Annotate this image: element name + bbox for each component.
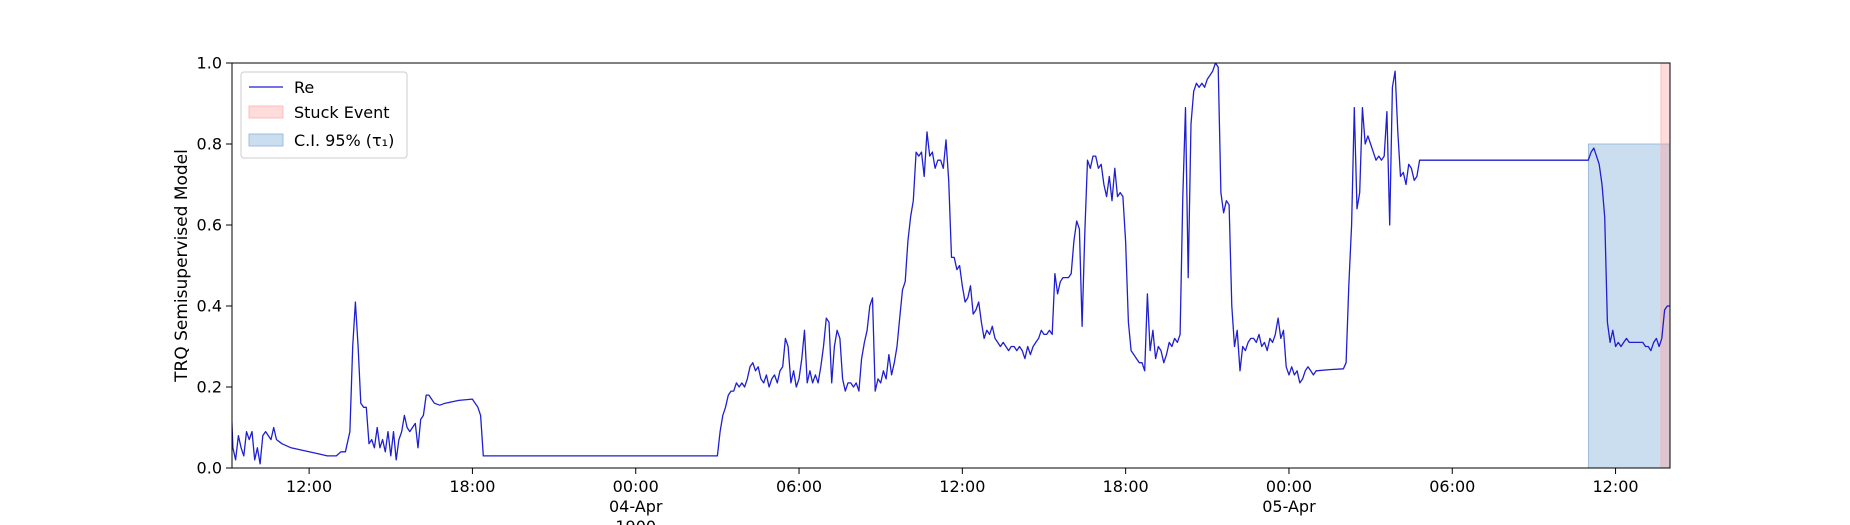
- x-tick-label: 12:00: [286, 477, 332, 496]
- x-tick-label: 12:00: [939, 477, 985, 496]
- x-tick-label: 00:00: [1266, 477, 1312, 496]
- x-tick-label: 06:00: [1429, 477, 1475, 496]
- legend-label: Stuck Event: [294, 103, 390, 122]
- x-tick-label: 00:00: [613, 477, 659, 496]
- axes: 0.00.20.40.60.81.012:0018:0000:0004-Apr1…: [172, 54, 1671, 525]
- legend-label: C.I. 95% (τ₁): [294, 131, 394, 150]
- ci-band: [1587, 143, 1671, 469]
- series-line-Re: [232, 63, 1670, 465]
- x-tick-label: 18:00: [1103, 477, 1149, 496]
- legend: Re Stuck Event C.I. 95% (τ₁): [240, 71, 408, 159]
- y-tick-label: 0.6: [197, 216, 222, 235]
- plot-frame: [231, 62, 1671, 469]
- x-tick-label: 12:00: [1593, 477, 1639, 496]
- y-tick-label: 0.0: [197, 459, 222, 478]
- series-group: [232, 63, 1670, 465]
- y-axis-label: TRQ Semisupervised Model: [172, 149, 192, 383]
- legend-swatch-stuck-event: [248, 105, 284, 119]
- y-tick-label: 0.4: [197, 297, 222, 316]
- x-tick-date-label: 04-Apr: [609, 497, 663, 516]
- legend-swatch-ci: [248, 133, 284, 147]
- y-tick-label: 0.2: [197, 378, 222, 397]
- y-tick-label: 0.8: [197, 135, 222, 154]
- x-tick-year-label: 1900: [615, 517, 656, 525]
- legend-label: Re: [294, 78, 314, 97]
- shaded-bands: [1587, 62, 1671, 469]
- x-tick-label: 18:00: [449, 477, 495, 496]
- x-tick-date-label: 05-Apr: [1262, 497, 1316, 516]
- stuck-event-band: [1660, 62, 1671, 469]
- y-tick-label: 1.0: [197, 54, 222, 73]
- x-tick-label: 06:00: [776, 477, 822, 496]
